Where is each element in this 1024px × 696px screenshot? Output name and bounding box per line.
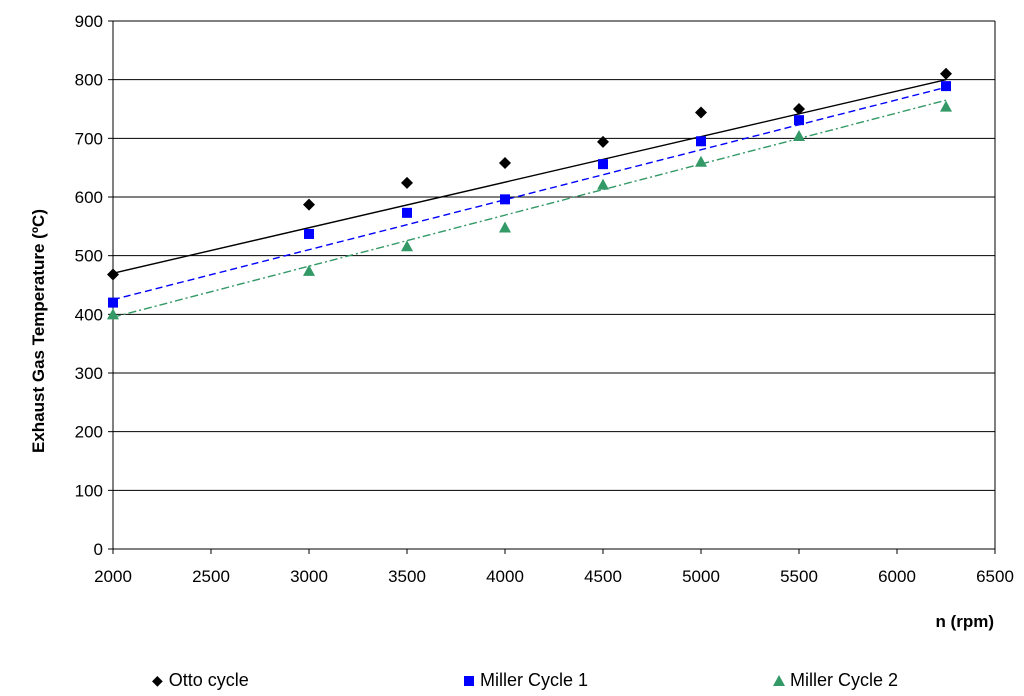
x-tick-label: 5500	[780, 567, 818, 586]
x-tick-label: 2000	[94, 567, 132, 586]
y-tick-label: 900	[75, 12, 103, 31]
data-point	[402, 207, 412, 218]
legend-item-miller-1: Miller Cycle 1	[464, 670, 588, 691]
trendline	[112, 99, 947, 318]
x-tick-label: 6000	[878, 567, 916, 586]
y-tick-label: 600	[75, 188, 103, 207]
legend: ◆ Otto cycle Miller Cycle 1 Miller Cycle…	[0, 670, 1024, 694]
data-point	[401, 240, 413, 252]
data-point	[303, 198, 315, 211]
x-tick-label: 4000	[486, 567, 524, 586]
data-point	[107, 308, 119, 320]
data-point	[499, 221, 511, 233]
data-point	[303, 264, 315, 276]
data-point	[696, 136, 706, 147]
gridlines	[113, 20, 995, 491]
data-point	[598, 159, 608, 170]
triangle-marker-icon	[773, 675, 785, 686]
y-tick-label: 500	[75, 247, 103, 266]
data-point	[940, 67, 952, 80]
x-tick-label: 2500	[192, 567, 230, 586]
legend-label: Miller Cycle 2	[790, 670, 899, 690]
y-tick-label: 800	[75, 71, 103, 90]
x-axis-label: n (rpm)	[935, 612, 994, 631]
legend-label: Miller Cycle 1	[480, 670, 589, 690]
y-tick-label: 400	[75, 305, 103, 324]
x-tick-label: 3500	[388, 567, 426, 586]
trendline	[112, 78, 947, 274]
data-point	[793, 103, 805, 115]
data-point	[695, 155, 707, 167]
data-point	[794, 115, 804, 126]
x-tick-label: 6500	[976, 567, 1014, 586]
y-tick-label: 300	[75, 364, 103, 383]
x-tick-label: 3000	[290, 567, 328, 586]
data-point	[499, 156, 511, 169]
data-point	[500, 194, 510, 205]
data-point	[597, 178, 609, 190]
data-point	[107, 268, 119, 281]
data-point	[304, 228, 314, 239]
legend-item-miller-2: Miller Cycle 2	[773, 670, 898, 691]
y-tick-label: 100	[75, 481, 103, 500]
data-point	[940, 100, 952, 112]
y-axis-label: Exhaust Gas Temperature (ºC)	[29, 209, 48, 453]
data-point	[597, 135, 609, 148]
legend-item-otto: ◆ Otto cycle	[152, 670, 249, 691]
legend-label: Otto cycle	[168, 670, 249, 690]
y-tick-label: 0	[94, 540, 103, 559]
chart: 0 100 200 300 400 500 600 700 800 900 2000 2500 300…	[29, 12, 1014, 631]
y-tick-labels: 0 100 200 300 400 500 600 700 800 900	[75, 12, 103, 559]
series-layer	[107, 67, 952, 320]
x-tick-labels: 2000 2500 3000 3500 4000 4500 5000 5500 6000 6500	[94, 567, 1014, 586]
data-point	[941, 81, 951, 92]
data-point	[695, 106, 707, 119]
data-point	[108, 297, 118, 308]
x-tick-label: 5000	[682, 567, 720, 586]
data-point	[401, 176, 413, 189]
axes	[108, 20, 996, 554]
diamond-marker-icon: ◆	[152, 672, 163, 688]
x-tick-label: 4500	[584, 567, 622, 586]
square-marker-icon	[464, 675, 474, 686]
data-point	[793, 129, 805, 141]
trendline	[112, 86, 947, 301]
y-tick-label: 200	[75, 423, 103, 442]
y-tick-label: 700	[75, 129, 103, 148]
